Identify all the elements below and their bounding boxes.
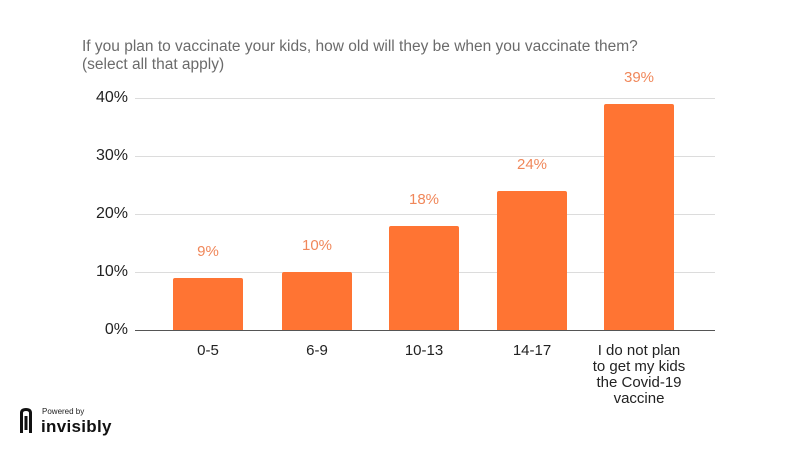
data-label: 24% [516,155,548,173]
y-tick-20: 20% [95,205,128,222]
x-label: 14-17 [512,342,552,359]
chart-title: If you plan to vaccinate your kids, how … [82,38,638,73]
gridline-40 [135,98,715,99]
bar-6-9 [282,272,352,330]
data-label: 10% [301,237,333,254]
data-label: 18% [408,190,440,208]
y-tick-40: 40% [95,89,128,106]
y-tick-30: 30% [95,147,128,164]
bar-14-17 [497,190,567,330]
gridline-20 [135,214,715,215]
brand-name: invisibly [41,417,112,436]
bar-10-13 [389,225,459,330]
bar-0-5 [173,277,243,330]
y-tick-0: 0% [104,321,128,338]
data-label: 39% [623,68,655,86]
powered-by-text: Powered by [42,407,85,416]
x-label: I do not plan to get my kids the Covid-1… [592,342,686,407]
bar-no-plan [604,103,674,330]
x-label: 10-13 [404,342,444,359]
invisibly-logo-icon [20,408,32,433]
x-label: 6-9 [306,342,328,359]
invisibly-branding: Powered by invisibly [20,405,130,439]
x-label: 0-5 [197,342,219,359]
y-tick-10: 10% [95,263,128,280]
x-axis-line [135,330,715,331]
gridline-30 [135,156,715,157]
data-label: 9% [197,242,219,260]
